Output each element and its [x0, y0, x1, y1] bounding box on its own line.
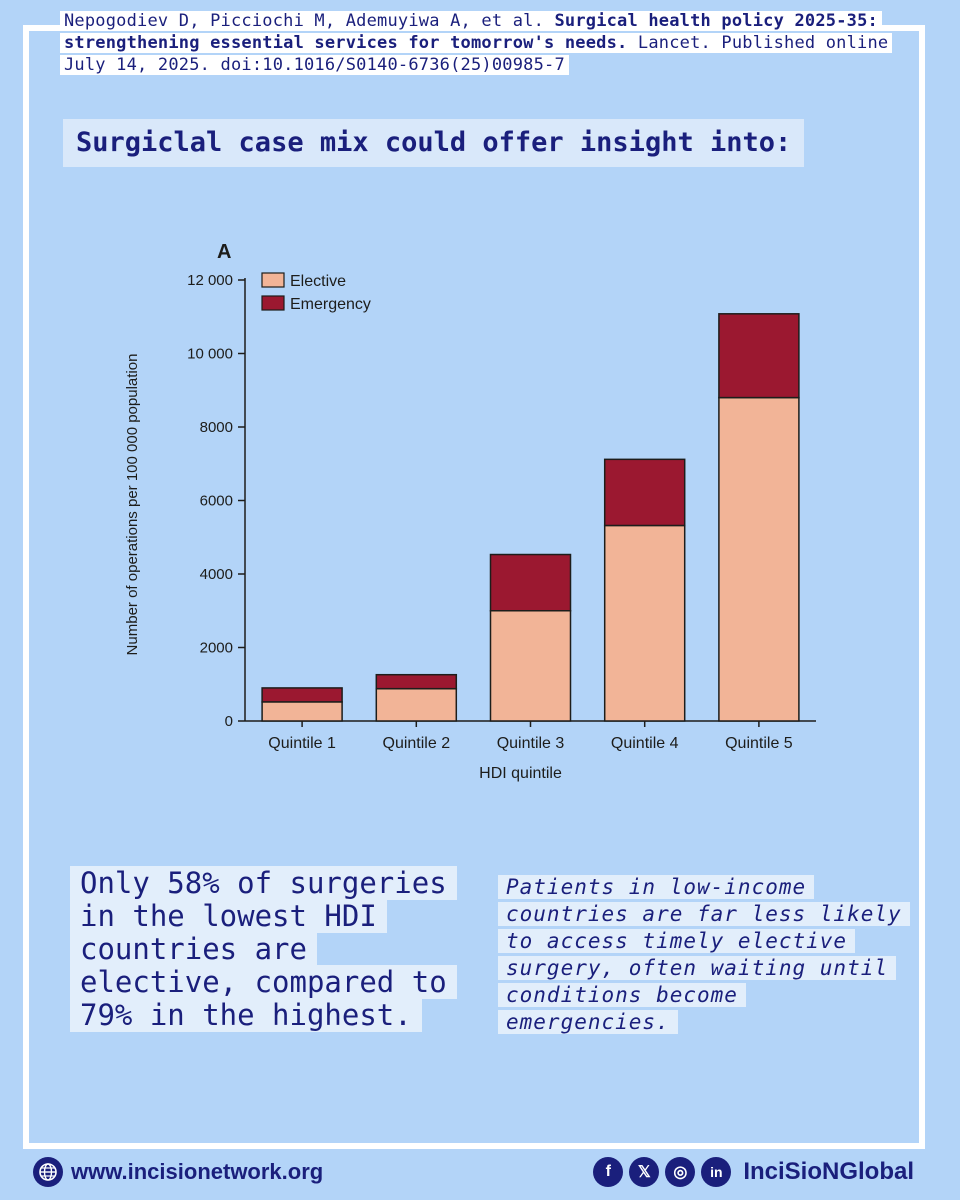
linkedin-icon[interactable]: in [701, 1157, 732, 1187]
legend-swatch-emergency [261, 295, 285, 311]
citation: Nepogodiev D, Picciochi M, Ademuyiwa A, … [60, 10, 894, 76]
stacked-bar-chart: A 0 2000 4000 6000 8000 10 000 12 000 Number of … [124, 241, 816, 782]
x-tick-label: Quintile 3 [497, 735, 565, 752]
footer-website[interactable]: www.incisionetwork.org [33, 1154, 323, 1190]
y-tick-label: 8000 [200, 419, 233, 436]
bar-elective-2 [375, 687, 458, 722]
y-tick-label: 4000 [200, 566, 233, 583]
chart-panel: A 0 2000 4000 6000 8000 10 000 12 000 Number of … [100, 230, 860, 820]
bar-emergency-1 [261, 687, 343, 703]
y-tick-label: 12 000 [187, 272, 233, 289]
legend-label-elective: Elective [290, 273, 346, 290]
citation-title: Surgical health policy 2025-35: strength… [64, 11, 878, 54]
facebook-icon[interactable]: f [593, 1157, 624, 1187]
bar-emergency-3 [489, 553, 572, 612]
y-tick-label: 2000 [200, 640, 233, 657]
headline: Surgiclal case mix could offer insight i… [63, 119, 805, 167]
bar-emergency-4 [603, 458, 686, 527]
footer-social: f 𝕏 ◎ in InciSioNGlobal [593, 1154, 914, 1190]
y-axis-label: Number of operations per 100 000 populat… [124, 354, 141, 656]
note-text: Patients in low-income countries are far… [498, 875, 910, 1034]
bar-emergency-5 [718, 313, 800, 399]
panel-label: A [217, 241, 231, 263]
bar-elective-5 [718, 396, 800, 722]
x-tick-label: Quintile 5 [725, 735, 793, 752]
x-tick-label: Quintile 4 [611, 735, 679, 752]
globe-icon [33, 1157, 63, 1187]
x-axis-label: HDI quintile [479, 765, 562, 782]
legend-swatch-elective [261, 272, 285, 288]
y-tick-label: 0 [225, 713, 233, 730]
stat-text: Only 58% of surgeries in the lowest HDI … [70, 866, 457, 1032]
bar-elective-4 [603, 524, 686, 722]
bar-elective-3 [489, 610, 572, 722]
x-icon[interactable]: 𝕏 [629, 1157, 660, 1187]
social-handle[interactable]: InciSioNGlobal [743, 1158, 914, 1185]
x-tick-label: Quintile 2 [383, 735, 451, 752]
stat-callout: Only 58% of surgeries in the lowest HDI … [70, 866, 470, 1032]
note-callout: Patients in low-income countries are far… [498, 874, 910, 1036]
bar-elective-1 [261, 701, 343, 722]
citation-source: Lancet. Published online July 14, 2025. … [64, 33, 889, 76]
x-tick-label: Quintile 1 [268, 735, 336, 752]
bar-emergency-2 [375, 673, 458, 690]
website-link[interactable]: www.incisionetwork.org [71, 1159, 324, 1184]
instagram-icon[interactable]: ◎ [665, 1157, 696, 1187]
legend-label-emergency: Emergency [290, 296, 371, 313]
citation-authors: Nepogodiev D, Picciochi M, Ademuyiwa A, … [64, 11, 545, 31]
y-tick-label: 10 000 [187, 346, 233, 363]
y-tick-label: 6000 [200, 493, 233, 510]
